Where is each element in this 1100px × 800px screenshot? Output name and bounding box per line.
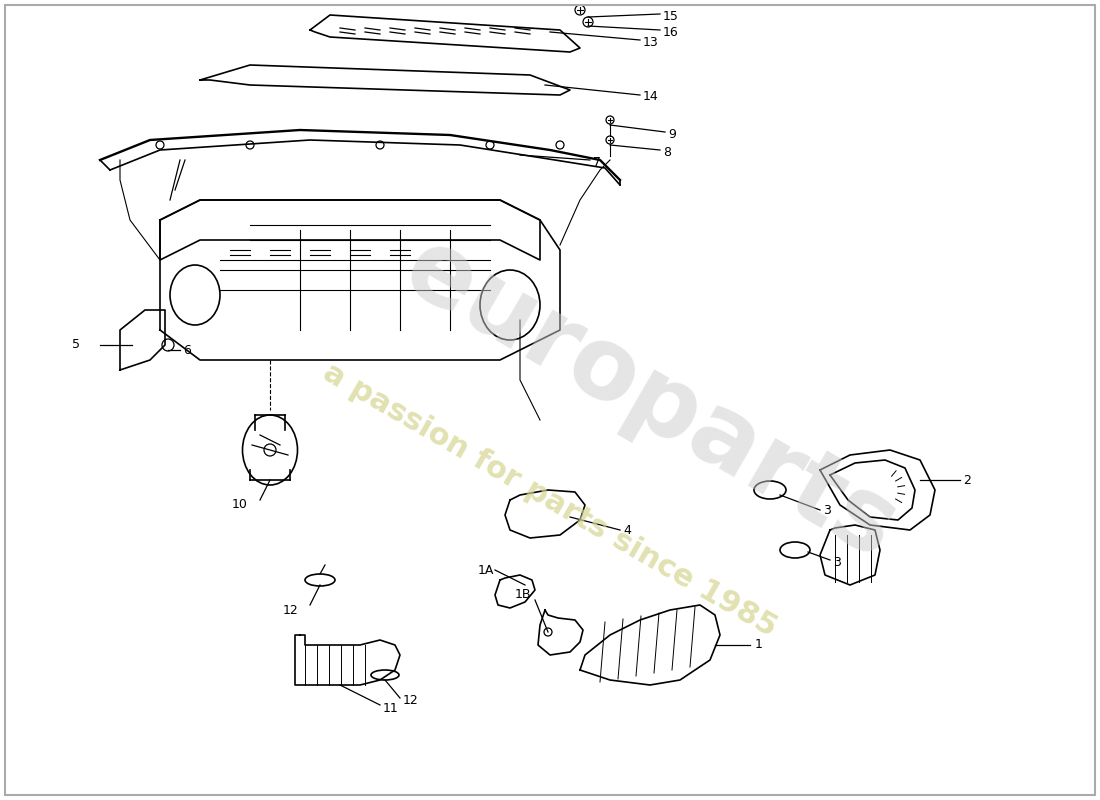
Text: 14: 14 [644,90,659,103]
Text: 13: 13 [644,35,659,49]
Text: 3: 3 [833,555,840,569]
Text: 7: 7 [593,155,601,169]
Text: 5: 5 [72,338,80,351]
Text: a passion for parts since 1985: a passion for parts since 1985 [318,358,782,642]
Text: 1A: 1A [478,563,494,577]
Text: 16: 16 [663,26,679,38]
Text: 6: 6 [183,343,191,357]
Text: 8: 8 [663,146,671,158]
Text: 11: 11 [383,702,398,714]
Text: 10: 10 [232,498,248,511]
Text: 12: 12 [283,603,298,617]
Text: europarts: europarts [386,220,913,580]
Text: 3: 3 [823,503,830,517]
Text: 15: 15 [663,10,679,22]
Text: 1B: 1B [515,589,531,602]
Text: 9: 9 [668,127,675,141]
Text: 12: 12 [403,694,419,706]
Text: 2: 2 [962,474,971,486]
Text: 1: 1 [755,638,763,651]
Text: 4: 4 [623,523,631,537]
